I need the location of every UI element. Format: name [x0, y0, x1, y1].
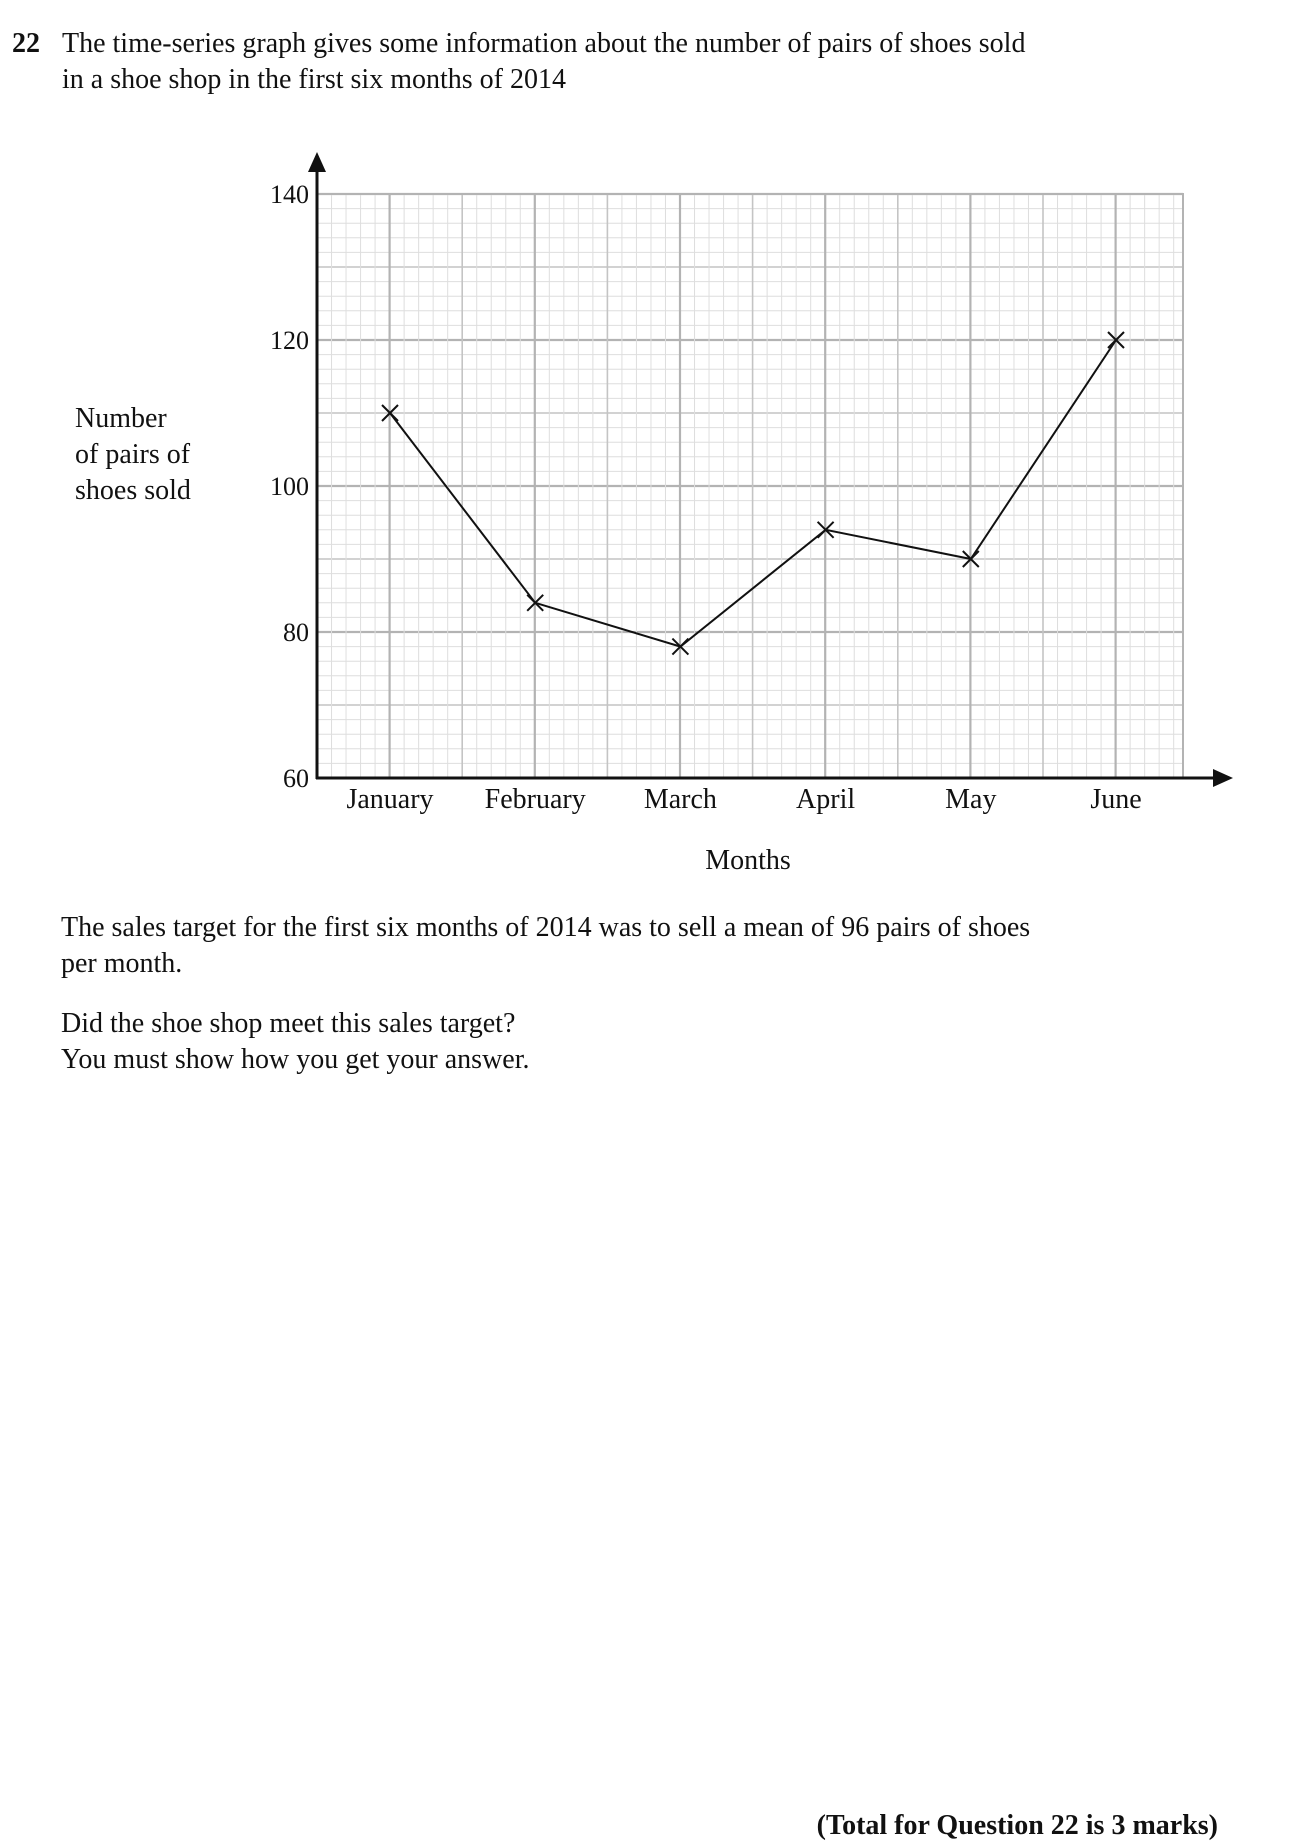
- x-axis-label: Months: [705, 845, 791, 876]
- question-line-1: The time-series graph gives some informa…: [62, 28, 1026, 59]
- data-point-marker: [671, 637, 690, 656]
- x-tick-label: February: [485, 784, 586, 815]
- prompt-line-2: You must show how you get your answer.: [61, 1044, 530, 1075]
- y-tick-label: 140: [270, 180, 309, 209]
- time-series-chart: 60 80 100 120 140 January February March April Ma…: [75, 152, 1233, 876]
- x-tick-label: March: [644, 784, 717, 815]
- y-axis-label-line-1: Number: [75, 403, 167, 434]
- question-text: The time-series graph gives some informa…: [62, 26, 1222, 98]
- y-tick-label: 120: [270, 326, 309, 355]
- x-tick-label: April: [796, 784, 855, 815]
- marker-stroke: [1107, 331, 1125, 349]
- chart-grid: [316, 192, 1184, 780]
- question-line-2: in a shoe shop in the first six months o…: [62, 64, 566, 95]
- prompt-paragraph: Did the shoe shop meet this sales target…: [61, 1006, 530, 1078]
- y-axis-label-line-2: of pairs of: [75, 439, 191, 470]
- data-point-marker: [381, 404, 399, 422]
- marker-stroke: [816, 521, 835, 539]
- target-paragraph: The sales target for the first six month…: [61, 910, 1030, 982]
- data-point-marker: [1107, 331, 1125, 349]
- marker-stroke: [381, 404, 399, 422]
- series-line: [389, 339, 1117, 648]
- x-tick-label: January: [346, 784, 433, 815]
- total-marks: (Total for Question 22 is 3 marks): [816, 1810, 1218, 1841]
- marker-stroke: [671, 637, 690, 656]
- y-axis-arrow: [308, 152, 326, 172]
- target-line-1: The sales target for the first six month…: [61, 912, 1031, 943]
- marker-stroke: [962, 550, 980, 568]
- marker-stroke: [526, 594, 544, 612]
- target-line-2: per month.: [61, 948, 183, 979]
- y-tick-label: 60: [283, 764, 309, 793]
- chart-tick-labels: 60 80 100 120 140 January February March April Ma…: [270, 180, 1142, 815]
- x-axis-arrow: [1213, 769, 1233, 787]
- chart-axis-labels: Number of pairs of shoes sold Months: [75, 403, 791, 876]
- y-tick-label: 80: [283, 618, 309, 647]
- data-point-marker: [962, 550, 980, 568]
- chart-axes: [308, 152, 1233, 787]
- data-point-marker: [526, 594, 544, 612]
- y-tick-label: 100: [270, 472, 309, 501]
- x-tick-label: May: [945, 784, 996, 815]
- x-tick-label: June: [1090, 784, 1141, 815]
- y-axis-label-line-3: shoes sold: [75, 475, 191, 506]
- prompt-line-1: Did the shoe shop meet this sales target…: [61, 1008, 516, 1039]
- chart-series: [381, 331, 1125, 656]
- data-point-marker: [816, 521, 835, 539]
- question-number: 22: [12, 28, 40, 59]
